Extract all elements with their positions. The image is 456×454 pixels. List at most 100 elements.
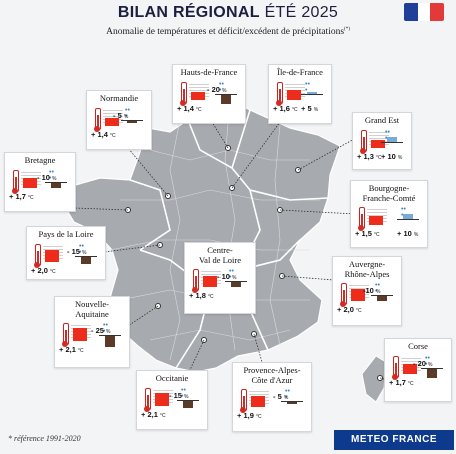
thermometer-icon: [34, 243, 41, 268]
region-name: Provence-Alpes- Côte d'Azur: [243, 365, 301, 385]
region-name: Pays de la Loire: [38, 229, 94, 239]
region-card: Île-de-France + 1,6 °C •• • + 5 %: [268, 64, 332, 124]
precip-deficit-bar: [287, 402, 297, 404]
thermometer-icon: [12, 169, 19, 194]
temperature-anomaly: + 1,4 °C: [91, 129, 116, 139]
temperature-bar: [251, 396, 265, 407]
temperature-bar: [73, 328, 87, 341]
precip-anomaly: - 10 %: [37, 172, 57, 182]
temperature-bar: [191, 91, 205, 100]
rain-drops-icon: •••: [425, 354, 430, 368]
rain-drops-icon: •••: [79, 242, 84, 256]
temperature-anomaly: + 2,1 °C: [141, 409, 166, 419]
region-name: Île-de-France: [277, 67, 323, 77]
region-card: Grand Est + 1,3 °C ••• + 10 %: [352, 112, 412, 170]
precip-baseline: [45, 181, 67, 183]
precip-baseline: [421, 367, 443, 369]
temperature-bar: [203, 276, 217, 287]
temperature-anomaly: + 1,5 °C: [355, 229, 380, 238]
precip-anomaly: + 10 %: [381, 151, 403, 161]
rain-drops-icon: •••: [285, 388, 290, 401]
temperature-bar: [351, 289, 365, 301]
thermometer-icon: [360, 129, 367, 154]
precip-anomaly: - 25 %: [91, 326, 111, 335]
meteo-france-logo: METEO FRANCE: [334, 430, 454, 450]
temperature-anomaly: + 1,4 °C: [177, 103, 202, 113]
region-name: Nouvelle- Aquitaine: [75, 299, 109, 319]
page-title: BILAN RÉGIONAL ÉTÉ 2025: [117, 4, 339, 21]
rain-drops-icon: •••: [103, 322, 108, 335]
precip-anomaly: - 5 %: [113, 110, 129, 120]
temperature-bar: [369, 216, 383, 225]
region-card: Provence-Alpes- Côte d'Azur + 1,9 °C •• • - 5…: [232, 362, 312, 432]
thermometer-icon: [144, 387, 151, 412]
precip-excess-bar: [403, 214, 413, 219]
precip-baseline: [281, 401, 303, 402]
precip-anomaly: - 5 %: [273, 392, 289, 401]
precip-baseline: [121, 119, 143, 121]
precip-excess-bar: [307, 91, 317, 94]
temperature-bar: [371, 139, 385, 148]
temperature-anomaly: + 1,9 °C: [237, 411, 262, 420]
precip-baseline: [381, 141, 403, 143]
region-markers: [125, 145, 383, 381]
region-card: Normandie + 1,4 °C •• • - 5 %: [86, 90, 152, 150]
region-name: Bourgogne- Franche-Comté: [362, 183, 416, 203]
precip-baseline: [397, 219, 419, 220]
precip-deficit-bar: [231, 282, 241, 287]
temperature-anomaly: + 2,1 °C: [59, 345, 84, 354]
precip-anomaly: - 20 %: [413, 358, 433, 368]
temperature-anomaly: + 1,6 °C: [273, 103, 298, 113]
precip-anomaly: + 10 %: [397, 229, 419, 238]
precip-baseline: [225, 281, 247, 282]
precip-deficit-bar: [127, 120, 137, 123]
region-name: Centre- Val de Loire: [198, 245, 241, 265]
precip-excess-bar: [387, 136, 397, 142]
precip-baseline: [371, 295, 393, 296]
precip-deficit-bar: [51, 182, 61, 188]
thermometer-icon: [180, 81, 187, 106]
region-card: Auvergne- Rhône-Alpes + 2,0 °C •• • -10 %: [332, 256, 402, 326]
temperature-bar: [23, 177, 37, 188]
republique-francaise-logo: [404, 3, 444, 21]
temperature-bar: [45, 249, 59, 262]
precip-deficit-bar: [81, 256, 91, 264]
thermometer-icon: [340, 283, 347, 307]
rain-drops-icon: •••: [219, 80, 224, 94]
temperature-anomaly: + 1,7 °C: [389, 377, 414, 387]
region-card: Bretagne + 1,7 °C •• • - 10 %: [4, 152, 76, 212]
region-card: Nouvelle- Aquitaine + 2,1 °C •• • - 25 %: [54, 296, 130, 368]
precip-anomaly: + 5 %: [301, 103, 319, 113]
rain-drops-icon: •••: [401, 206, 406, 219]
thermometer-icon: [358, 207, 365, 231]
temperature-bar: [155, 392, 169, 406]
thermometer-icon: [240, 389, 247, 413]
temperature-bar: [287, 89, 301, 100]
thermometer-icon: [62, 323, 69, 347]
temperature-anomaly: + 1,3 °C: [357, 151, 382, 161]
temperature-anomaly: + 1,8 °C: [189, 291, 214, 300]
precip-anomaly: - 15 %: [67, 246, 87, 256]
precip-baseline: [177, 399, 199, 401]
precip-deficit-bar: [183, 400, 193, 408]
region-card: Bourgogne-Franche-Comté + 1,5 °C ••• + 10 %: [350, 180, 428, 248]
precip-baseline: [215, 93, 237, 95]
precip-anomaly: - 20 %: [207, 84, 227, 94]
temperature-anomaly: + 1,7 °C: [9, 191, 34, 201]
region-card: Centre- Val de Loire + 1,8 °C •• • - 10 %: [184, 242, 256, 314]
region-name: Hauts-de-France: [180, 67, 238, 77]
temperature-bar: [105, 117, 119, 126]
temperature-bar: [403, 363, 417, 374]
rain-drops-icon: •••: [229, 268, 234, 281]
region-name: Normandie: [99, 93, 139, 103]
precip-baseline: [301, 93, 323, 95]
region-card: Pays de la Loire + 2,0 °C •• • - 15 %: [26, 226, 106, 280]
thermometer-icon: [276, 81, 283, 106]
thermometer-icon: [392, 355, 399, 380]
rain-drops-icon: •••: [49, 168, 54, 182]
rain-drops-icon: •••: [385, 128, 390, 142]
precip-deficit-bar: [377, 296, 387, 301]
department-borders: [109, 99, 320, 361]
temperature-anomaly: + 2,0 °C: [31, 265, 56, 275]
rain-drops-icon: •••: [181, 386, 186, 400]
